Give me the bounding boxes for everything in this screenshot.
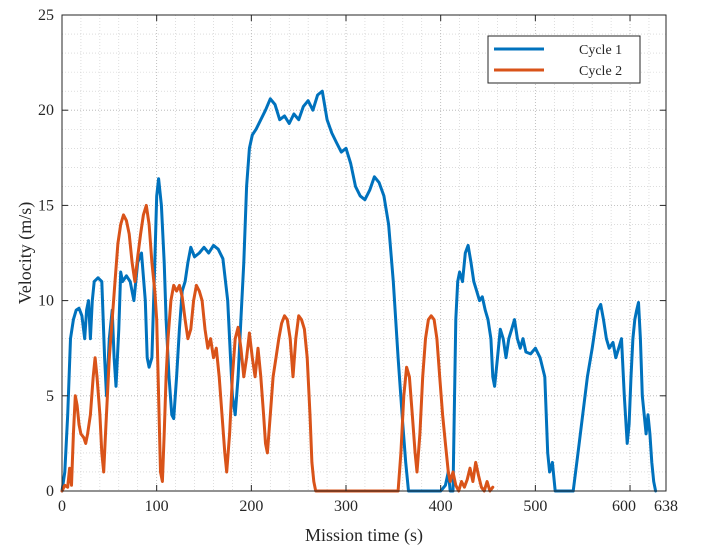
series-line-2 (60, 203, 495, 493)
legend-box (487, 35, 641, 84)
y-tick-label: 5 (46, 388, 54, 405)
series-layer (60, 89, 658, 493)
x-axis: 0 100 200 300 400 500 600 638 (58, 15, 678, 515)
y-axis-label: Velocity (m/s) (15, 202, 36, 304)
legend-label-1: Cycle 1 (579, 43, 622, 58)
y-tick-label: 25 (38, 7, 54, 24)
y-tick-label: 20 (38, 102, 54, 119)
y-tick-label: 0 (46, 483, 54, 500)
series-line-1 (60, 89, 658, 493)
legend-label-2: Cycle 2 (579, 64, 622, 79)
x-tick-label: 638 (654, 498, 678, 515)
x-tick-label: 100 (145, 498, 169, 515)
x-tick-label: 600 (612, 498, 636, 515)
x-tick-label: 200 (239, 498, 263, 515)
minor-grid (62, 15, 666, 491)
plot-frame (61, 14, 667, 492)
y-tick-label: 15 (38, 197, 54, 214)
x-tick-label: 400 (429, 498, 453, 515)
x-tick-label: 500 (523, 498, 547, 515)
x-axis-label: Mission time (s) (305, 525, 423, 546)
legend: Cycle 1 Cycle 2 (487, 35, 641, 84)
x-tick-label: 0 (58, 498, 66, 515)
y-axis: 0 5 10 15 20 25 (38, 7, 666, 500)
y-tick-label: 10 (38, 293, 54, 310)
x-tick-label: 300 (334, 498, 358, 515)
